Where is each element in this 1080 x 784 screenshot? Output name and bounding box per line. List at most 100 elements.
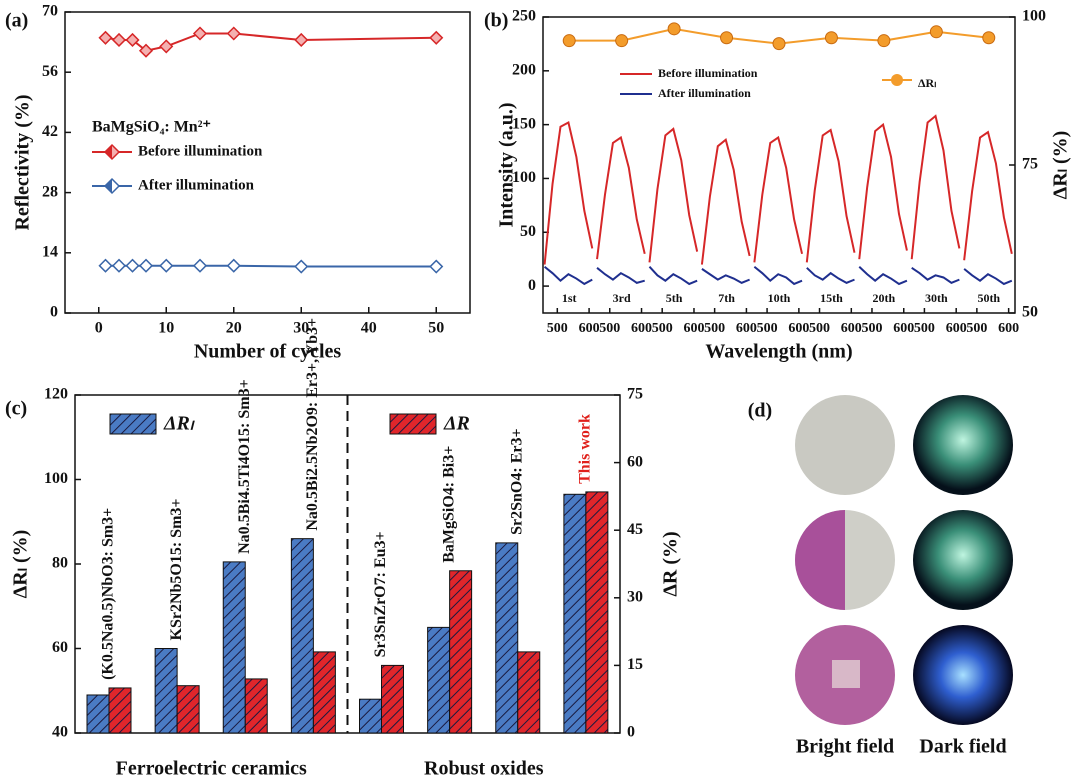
legend-label: ΔR xyxy=(443,413,470,435)
spectrum xyxy=(910,114,961,260)
x-tick-label: 500 xyxy=(757,321,778,336)
spectrum xyxy=(596,267,645,284)
category-label: Na0.5Bi2.5Nb2O9: Er3+, Yb3+ xyxy=(304,318,321,531)
y-tick-label: 0 xyxy=(627,724,635,741)
y-tick-label: 75 xyxy=(627,386,643,403)
annotation: BaMgSiO₄: Mn²⁺ xyxy=(92,119,211,136)
marker xyxy=(98,30,113,45)
x-tick-label: 500 xyxy=(914,321,935,336)
marker xyxy=(429,259,444,274)
y-axis-title: Reflectivity (%) xyxy=(12,94,34,230)
x-tick-label: 30 xyxy=(293,320,309,337)
y-tick-label: 250 xyxy=(512,8,536,25)
spectrum xyxy=(701,268,750,284)
y-tick-label: 80 xyxy=(52,555,68,572)
bar xyxy=(176,685,200,734)
marker xyxy=(138,43,154,58)
y-tick-label: 100 xyxy=(512,169,536,186)
marker xyxy=(125,258,140,273)
panel-label: (c) xyxy=(5,398,27,420)
photo xyxy=(795,395,895,495)
marker xyxy=(125,32,140,48)
y-tick-label: 15 xyxy=(627,656,643,673)
marker xyxy=(226,26,241,41)
bar xyxy=(312,651,336,734)
x-tick-label: 600 xyxy=(736,321,757,336)
spectrum xyxy=(648,266,698,286)
bar xyxy=(290,538,314,734)
x-tick-label: 600 xyxy=(788,321,809,336)
spectrum xyxy=(596,135,646,260)
y2-axis-title: ΔR (%) xyxy=(660,531,682,596)
group-label: 3rd xyxy=(613,291,631,305)
bar xyxy=(449,570,473,734)
y2-axis-title: ΔRₗ (%) xyxy=(1050,131,1072,200)
legend-label: ΔRₗ xyxy=(163,413,195,435)
group-label: 10th xyxy=(768,291,791,305)
marker xyxy=(192,258,208,273)
marker xyxy=(429,30,444,45)
x-tick-label: 600 xyxy=(946,321,967,336)
y-tick-label: 14 xyxy=(42,243,58,260)
legend-marker xyxy=(105,145,112,159)
legend-label: ΔRₗ xyxy=(918,76,936,90)
spectrum xyxy=(858,122,908,260)
x-tick-label: 500 xyxy=(599,321,620,336)
marker xyxy=(294,259,309,274)
group-label: 7th xyxy=(718,291,735,305)
x-axis-title: Number of cycles xyxy=(194,341,342,363)
photo xyxy=(913,395,1013,495)
group-label: 15th xyxy=(820,291,843,305)
x-tick-label: 600 xyxy=(998,321,1019,336)
y-tick-label: 200 xyxy=(512,61,536,78)
marker xyxy=(111,258,127,273)
y-tick-label: 30 xyxy=(627,588,643,605)
bar xyxy=(154,648,178,734)
y-tick-label: 70 xyxy=(42,3,58,20)
group-label: 1st xyxy=(562,291,577,305)
y-tick-label: 100 xyxy=(1022,8,1046,25)
photos: (d) Bright field Dark field xyxy=(748,395,1013,758)
y-tick-label: 50 xyxy=(1022,304,1038,321)
x-tick-label: 500 xyxy=(809,321,830,336)
plot-frame xyxy=(542,16,1016,314)
bar xyxy=(427,626,451,734)
legend-marker xyxy=(105,179,112,193)
x-tick-label: 600 xyxy=(841,321,862,336)
bar xyxy=(222,561,246,734)
spectrum xyxy=(753,265,803,286)
y-tick-label: 50 xyxy=(520,223,536,240)
marker xyxy=(929,25,943,39)
marker xyxy=(877,34,891,48)
panel-label: (d) xyxy=(748,400,772,422)
spectrum xyxy=(648,127,699,263)
x-tick-label: 500 xyxy=(861,321,882,336)
category-label: Sr3SnZrO7: Eu3+ xyxy=(372,531,389,657)
marker xyxy=(294,32,309,48)
marker xyxy=(226,258,241,273)
panel-label: (a) xyxy=(5,10,28,32)
legend-swatch xyxy=(109,413,157,435)
marker xyxy=(667,22,681,36)
marker xyxy=(138,258,154,273)
category-label: Na0.5Bi4.5Ti4O15: Sm3+ xyxy=(236,379,253,554)
legend-marker xyxy=(891,74,903,86)
group-label: 50th xyxy=(977,291,1000,305)
photo xyxy=(795,510,845,610)
spectrum xyxy=(543,265,593,286)
bar xyxy=(244,678,268,734)
marker xyxy=(562,34,576,48)
y-tick-label: 150 xyxy=(512,115,536,132)
legend-label: After illumination xyxy=(138,177,255,193)
legend-swatch xyxy=(389,413,437,435)
y-tick-label: 100 xyxy=(44,470,68,487)
category-label: Sr2SnO4: Er3+ xyxy=(508,428,525,534)
spectrum xyxy=(805,128,856,263)
legend-label: After illumination xyxy=(658,86,751,100)
x-tick-label: 50 xyxy=(428,320,444,337)
legend-label: Before illumination xyxy=(138,143,263,159)
y-axis-title: Intensity (a.u.) xyxy=(496,102,518,227)
bar xyxy=(381,664,404,734)
bar xyxy=(359,698,382,734)
